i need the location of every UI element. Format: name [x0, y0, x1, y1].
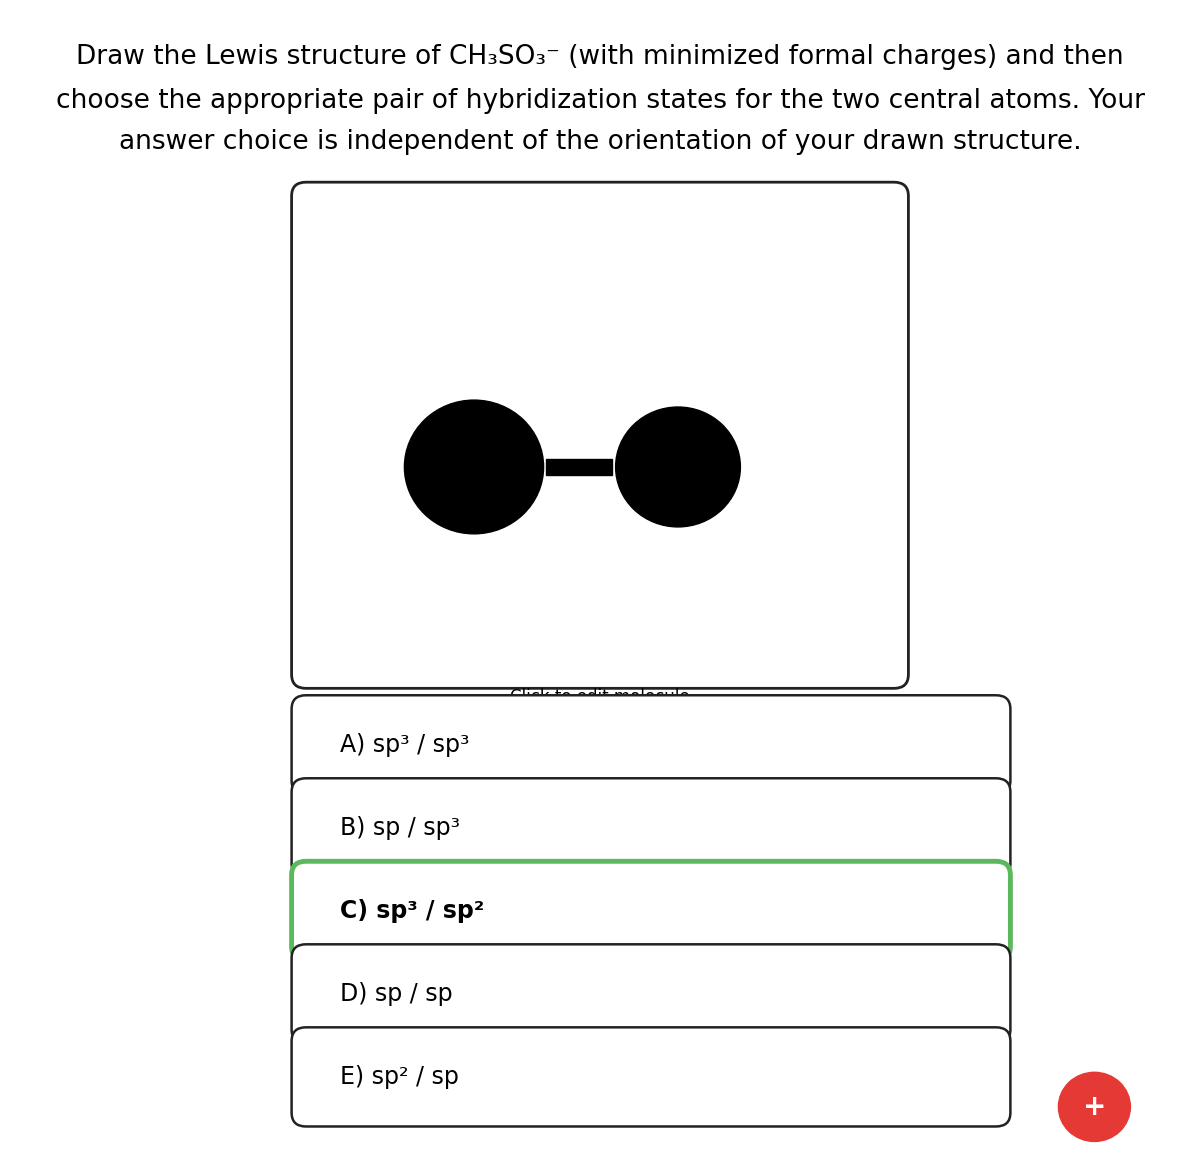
Text: Draw the Lewis structure of CH₃SO₃⁻ (with minimized formal charges) and then: Draw the Lewis structure of CH₃SO₃⁻ (wit… — [76, 44, 1124, 70]
FancyBboxPatch shape — [292, 182, 908, 688]
Text: D) sp / sp: D) sp / sp — [340, 982, 452, 1005]
Text: choose the appropriate pair of hybridization states for the two central atoms. Y: choose the appropriate pair of hybridiza… — [55, 88, 1145, 114]
FancyBboxPatch shape — [292, 778, 1010, 877]
Circle shape — [616, 407, 740, 527]
Text: B) sp / sp³: B) sp / sp³ — [340, 816, 460, 839]
Text: A) sp³ / sp³: A) sp³ / sp³ — [340, 733, 469, 756]
Text: E) sp² / sp: E) sp² / sp — [340, 1065, 458, 1088]
FancyBboxPatch shape — [292, 861, 1010, 960]
Bar — [546, 459, 612, 475]
Text: C) sp³ / sp²: C) sp³ / sp² — [340, 899, 484, 922]
FancyBboxPatch shape — [292, 944, 1010, 1043]
FancyBboxPatch shape — [292, 695, 1010, 794]
Text: Click to edit molecule: Click to edit molecule — [510, 688, 690, 707]
FancyBboxPatch shape — [292, 1027, 1010, 1126]
Circle shape — [1058, 1072, 1130, 1141]
Circle shape — [404, 400, 544, 534]
Text: +: + — [1082, 1093, 1106, 1121]
Text: answer choice is independent of the orientation of your drawn structure.: answer choice is independent of the orie… — [119, 129, 1081, 156]
